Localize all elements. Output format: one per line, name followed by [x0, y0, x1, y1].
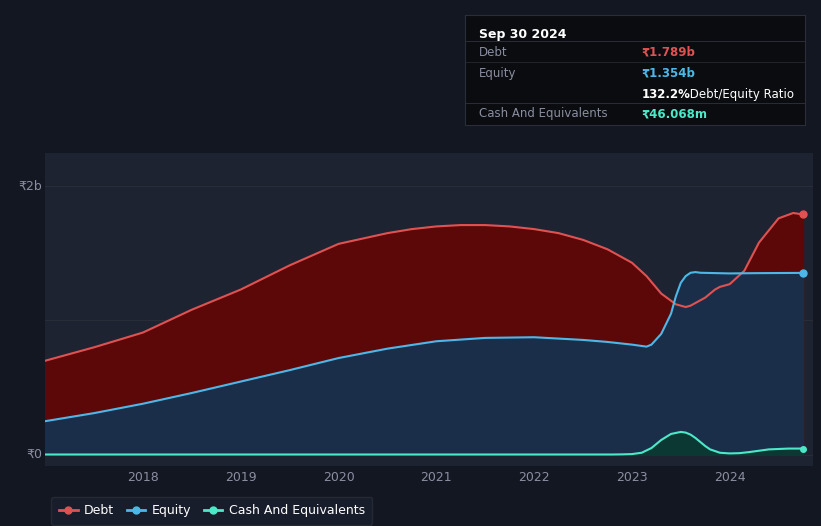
Text: Sep 30 2024: Sep 30 2024: [479, 28, 566, 41]
Text: Debt/Equity Ratio: Debt/Equity Ratio: [686, 88, 794, 100]
Text: ₹0: ₹0: [26, 448, 42, 461]
Text: Equity: Equity: [479, 67, 516, 80]
Text: ₹1.789b: ₹1.789b: [642, 46, 695, 59]
Legend: Debt, Equity, Cash And Equivalents: Debt, Equity, Cash And Equivalents: [52, 497, 372, 525]
Text: 132.2%: 132.2%: [642, 88, 690, 100]
Text: ₹46.068m: ₹46.068m: [642, 107, 708, 120]
Text: Debt: Debt: [479, 46, 507, 59]
Text: ₹1.354b: ₹1.354b: [642, 67, 695, 80]
Text: ₹2b: ₹2b: [18, 179, 42, 193]
Text: Cash And Equivalents: Cash And Equivalents: [479, 107, 608, 120]
